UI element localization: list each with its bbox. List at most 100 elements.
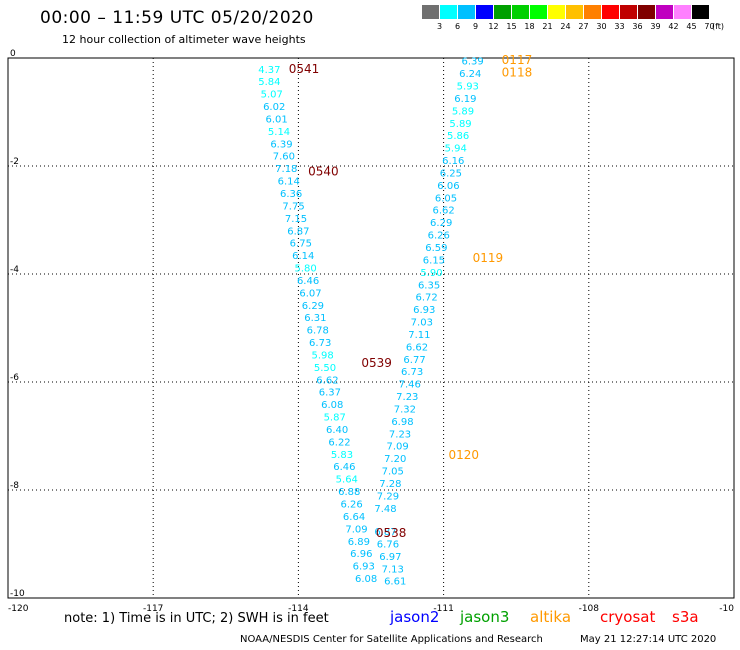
time-label: 0541	[289, 62, 320, 76]
y-tick-label: -6	[10, 373, 19, 383]
time-label: 0117	[502, 53, 533, 67]
swh-point: 5.84	[258, 77, 280, 88]
swh-point: 6.62	[316, 375, 338, 386]
swh-point: 5.14	[268, 127, 290, 138]
swh-point: 6.08	[355, 574, 377, 585]
swh-point: 7.11	[408, 330, 430, 341]
swh-point: 6.87	[287, 226, 309, 237]
swh-point: 5.86	[447, 131, 469, 142]
swh-point: 6.77	[403, 355, 425, 366]
swh-point: 7.28	[379, 479, 401, 490]
colorbar-cell	[602, 5, 619, 19]
swh-point: 5.83	[331, 450, 353, 461]
y-tick-label: -4	[10, 265, 19, 275]
swh-point: 7.23	[389, 429, 411, 440]
chart-subtitle: 12 hour collection of altimeter wave hei…	[62, 33, 306, 46]
colorbar-cell	[530, 5, 547, 19]
colorbar-cell	[620, 5, 637, 19]
time-label: 0118	[502, 66, 533, 80]
swh-point: 6.29	[430, 218, 452, 229]
swh-point: 6.40	[326, 425, 348, 436]
colorbar-cell	[548, 5, 565, 19]
swh-point: 6.87	[374, 527, 396, 538]
x-tick-label: -117	[143, 604, 163, 614]
colorbar-label: 30	[596, 22, 607, 31]
colorbar-cell	[494, 5, 511, 19]
swh-point: 7.09	[386, 442, 408, 453]
swh-point: 6.37	[319, 388, 341, 399]
swh-point: 5.89	[449, 119, 471, 130]
swh-point: 7.18	[275, 164, 297, 175]
plot-frame	[7, 57, 735, 599]
colorbar-label: 18	[524, 22, 535, 31]
time-label: 0120	[448, 448, 479, 462]
swh-point: 6.26	[428, 231, 450, 242]
colorbar-label: 24	[560, 22, 571, 31]
swh-point: 6.35	[418, 280, 440, 291]
colorbar-label: 70	[704, 22, 715, 31]
swh-point: 6.02	[263, 102, 285, 113]
swh-point: 6.75	[290, 239, 312, 250]
swh-point: 7.05	[382, 467, 404, 478]
swh-point: 6.64	[343, 512, 365, 523]
swh-point: 6.39	[462, 57, 484, 68]
swh-point: 6.14	[278, 177, 300, 188]
x-tick-label: -111	[433, 604, 453, 614]
swh-point: 6.26	[341, 500, 363, 511]
swh-point: 6.39	[270, 139, 292, 150]
colorbar-label: 12	[488, 22, 499, 31]
swh-point: 6.05	[435, 193, 457, 204]
swh-point: 7.32	[394, 404, 416, 415]
swh-point: 6.01	[265, 114, 287, 125]
swh-point: 6.93	[413, 305, 435, 316]
time-label: 0539	[361, 356, 392, 370]
swh-point: 6.22	[328, 437, 350, 448]
swh-point: 5.90	[420, 268, 442, 279]
colorbar-cell	[674, 5, 691, 19]
colorbar-cell	[422, 5, 439, 19]
swh-point: 6.24	[459, 69, 481, 80]
y-tick-label: -8	[10, 481, 19, 491]
swh-point: 5.87	[324, 413, 346, 424]
swh-point: 6.98	[391, 417, 413, 428]
swh-point: 6.06	[437, 181, 459, 192]
y-tick-label: 0	[10, 49, 16, 59]
swh-point: 6.31	[304, 313, 326, 324]
swh-point: 5.64	[336, 475, 358, 486]
colorbar-label: 42	[668, 22, 679, 31]
colorbar-unit: (ft)	[712, 22, 725, 31]
swh-point: 6.62	[406, 342, 428, 353]
swh-point: 6.36	[280, 189, 302, 200]
swh-point: 6.14	[292, 251, 314, 262]
swh-point: 6.08	[321, 400, 343, 411]
time-label: 0119	[473, 251, 504, 265]
swh-point: 5.80	[295, 264, 317, 275]
colorbar-label: 9	[472, 22, 479, 31]
colorbar-label: 3	[436, 22, 443, 31]
swh-point: 6.88	[338, 487, 360, 498]
colorbar-label: 15	[506, 22, 517, 31]
swh-point: 7.20	[384, 454, 406, 465]
swh-point: 6.15	[423, 255, 445, 266]
time-label: 0540	[308, 164, 339, 178]
swh-point: 7.03	[411, 318, 433, 329]
swh-point: 7.13	[382, 564, 404, 575]
swh-point: 6.93	[353, 562, 375, 573]
swh-point: 6.19	[454, 94, 476, 105]
swh-point: 6.46	[297, 276, 319, 287]
swh-point: 6.73	[309, 338, 331, 349]
swh-point: 6.62	[432, 206, 454, 217]
swh-point: 7.48	[374, 504, 396, 515]
colorbar-label: 6	[454, 22, 461, 31]
colorbar-label: 33	[614, 22, 625, 31]
swh-point: 6.78	[307, 326, 329, 337]
colorbar-label: 39	[650, 22, 661, 31]
colorbar-label: 21	[542, 22, 553, 31]
swh-point: 6.46	[333, 462, 355, 473]
mission-s3a: s3a	[672, 608, 699, 626]
swh-point: 6.76	[377, 539, 399, 550]
swh-point: 6.73	[401, 367, 423, 378]
mission-jason3: jason3	[460, 608, 510, 626]
swh-point: 6.61	[384, 577, 406, 588]
